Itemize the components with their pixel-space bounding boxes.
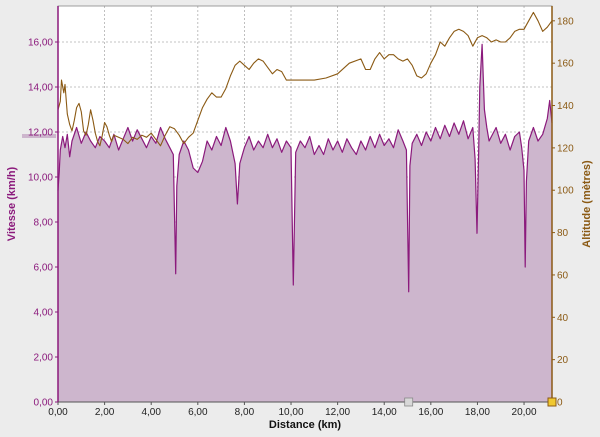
x-tick-label: 18,00 <box>465 407 490 418</box>
right-tick-label: 80 <box>557 228 569 239</box>
right-tick-label: 160 <box>557 59 574 70</box>
left-axis-title: Vitesse (km/h) <box>6 166 18 241</box>
right-tick-label: 40 <box>557 313 569 324</box>
left-tick-label: 8,00 <box>34 218 54 229</box>
left-tick-label: 0,00 <box>34 398 54 409</box>
x-tick-label: 6,00 <box>188 407 208 418</box>
right-tick-label: 140 <box>557 101 574 112</box>
left-tick-label: 6,00 <box>34 263 54 274</box>
right-tick-label: 180 <box>557 16 574 27</box>
x-position-marker <box>404 397 414 407</box>
left-tick-label: 4,00 <box>34 308 54 319</box>
right-axis-title: Altitude (mètres) <box>581 160 593 248</box>
corner-handle-marker <box>547 397 557 407</box>
tick-labels: 0,00 2,00 4,00 6,00 8,00 10,00 12,00 14,00 16,00… <box>28 16 574 418</box>
x-tick-label: 16,00 <box>418 407 443 418</box>
right-tick-label: 120 <box>557 143 574 154</box>
left-tick-label: 12,00 <box>28 128 53 139</box>
left-tick-label: 14,00 <box>28 83 53 94</box>
axes <box>22 5 553 403</box>
right-tick-label: 100 <box>557 186 574 197</box>
x-tick-label: 10,00 <box>279 407 304 418</box>
x-tick-label: 8,00 <box>235 407 255 418</box>
x-tick-label: 4,00 <box>141 407 161 418</box>
x-tick-label: 2,00 <box>95 407 115 418</box>
series-layer <box>57 11 553 403</box>
x-tick-label: 14,00 <box>372 407 397 418</box>
x-tick-label: 0,00 <box>48 407 68 418</box>
x-tick-label: 20,00 <box>512 407 537 418</box>
x-tick-label: 12,00 <box>325 407 350 418</box>
right-tick-label: 0 <box>557 398 563 409</box>
altitude-line <box>57 11 553 147</box>
left-tick-label: 16,00 <box>28 38 53 49</box>
right-tick-label: 60 <box>557 270 569 281</box>
left-tick-label: 10,00 <box>28 173 53 184</box>
corner-markers <box>404 397 557 407</box>
speed-line <box>57 43 553 293</box>
x-axis-title: Distance (km) <box>269 419 341 431</box>
left-axis-marker <box>22 134 56 138</box>
speed-area-fill <box>58 44 552 403</box>
left-tick-label: 2,00 <box>34 353 54 364</box>
right-tick-label: 20 <box>557 355 569 366</box>
